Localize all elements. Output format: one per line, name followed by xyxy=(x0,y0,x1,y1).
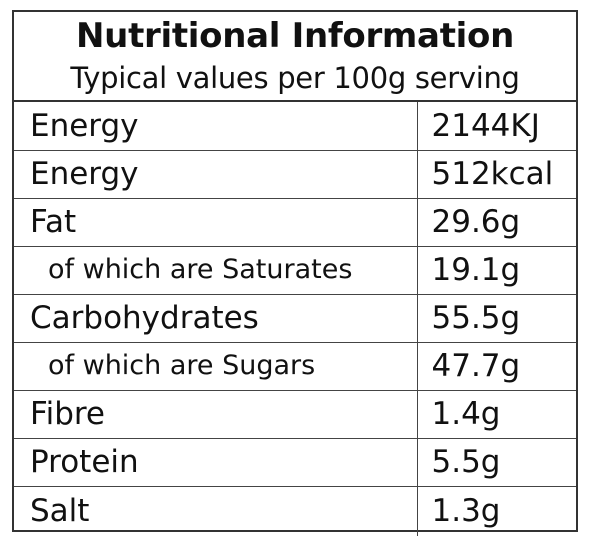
table-row-fat: Fat 29.6g xyxy=(14,198,576,247)
table-row-protein: Protein 5.5g xyxy=(14,438,576,487)
nutrient-label: Protein xyxy=(14,438,418,487)
table-row-fibre: Fibre 1.4g xyxy=(14,390,576,439)
nutrient-sublabel: of which are Sugars xyxy=(14,342,418,391)
page-subtitle: Typical values per 100g serving xyxy=(70,61,520,95)
table-row-carbohydrates: Carbohydrates 55.5g xyxy=(14,294,576,343)
nutrient-value: 55.5g xyxy=(417,294,576,343)
nutrient-value: 512kcal xyxy=(417,150,576,199)
nutrient-label: Energy xyxy=(14,102,418,151)
nutrient-label: Salt xyxy=(14,486,418,536)
table-row-saturates: of which are Saturates 19.1g xyxy=(14,246,576,295)
nutrient-value: 1.3g xyxy=(431,493,501,530)
nutrient-label: Energy xyxy=(14,150,418,199)
nutrient-value: 2144KJ xyxy=(417,102,576,151)
table-row-energy-kj: Energy 2144KJ xyxy=(14,102,576,151)
table-row-energy-kcal: Energy 512kcal xyxy=(14,150,576,199)
table-row-salt: Salt 1.3g xyxy=(14,486,576,536)
nutrient-value: 29.6g xyxy=(417,198,576,247)
table-row-sugars: of which are Sugars 47.7g xyxy=(14,342,576,391)
nutrient-sublabel: of which are Saturates xyxy=(14,246,418,295)
nutrient-label: Carbohydrates xyxy=(14,294,418,343)
page-title: Nutritional Information xyxy=(76,16,514,56)
nutrient-label: Fat xyxy=(14,198,418,247)
nutrient-value: 19.1g xyxy=(417,246,576,295)
nutrient-value: 5.5g xyxy=(417,438,576,487)
nutrition-table: Energy 2144KJ Energy 512kcal Fat 29.6g o… xyxy=(14,102,576,536)
nutrition-panel: Nutritional Information Typical values p… xyxy=(12,10,578,536)
nutrition-header: Nutritional Information Typical values p… xyxy=(14,12,576,102)
nutrient-label: Fibre xyxy=(14,390,418,439)
nutrient-value: 1.4g xyxy=(417,390,576,439)
nutrient-value: 47.7g xyxy=(417,342,576,391)
